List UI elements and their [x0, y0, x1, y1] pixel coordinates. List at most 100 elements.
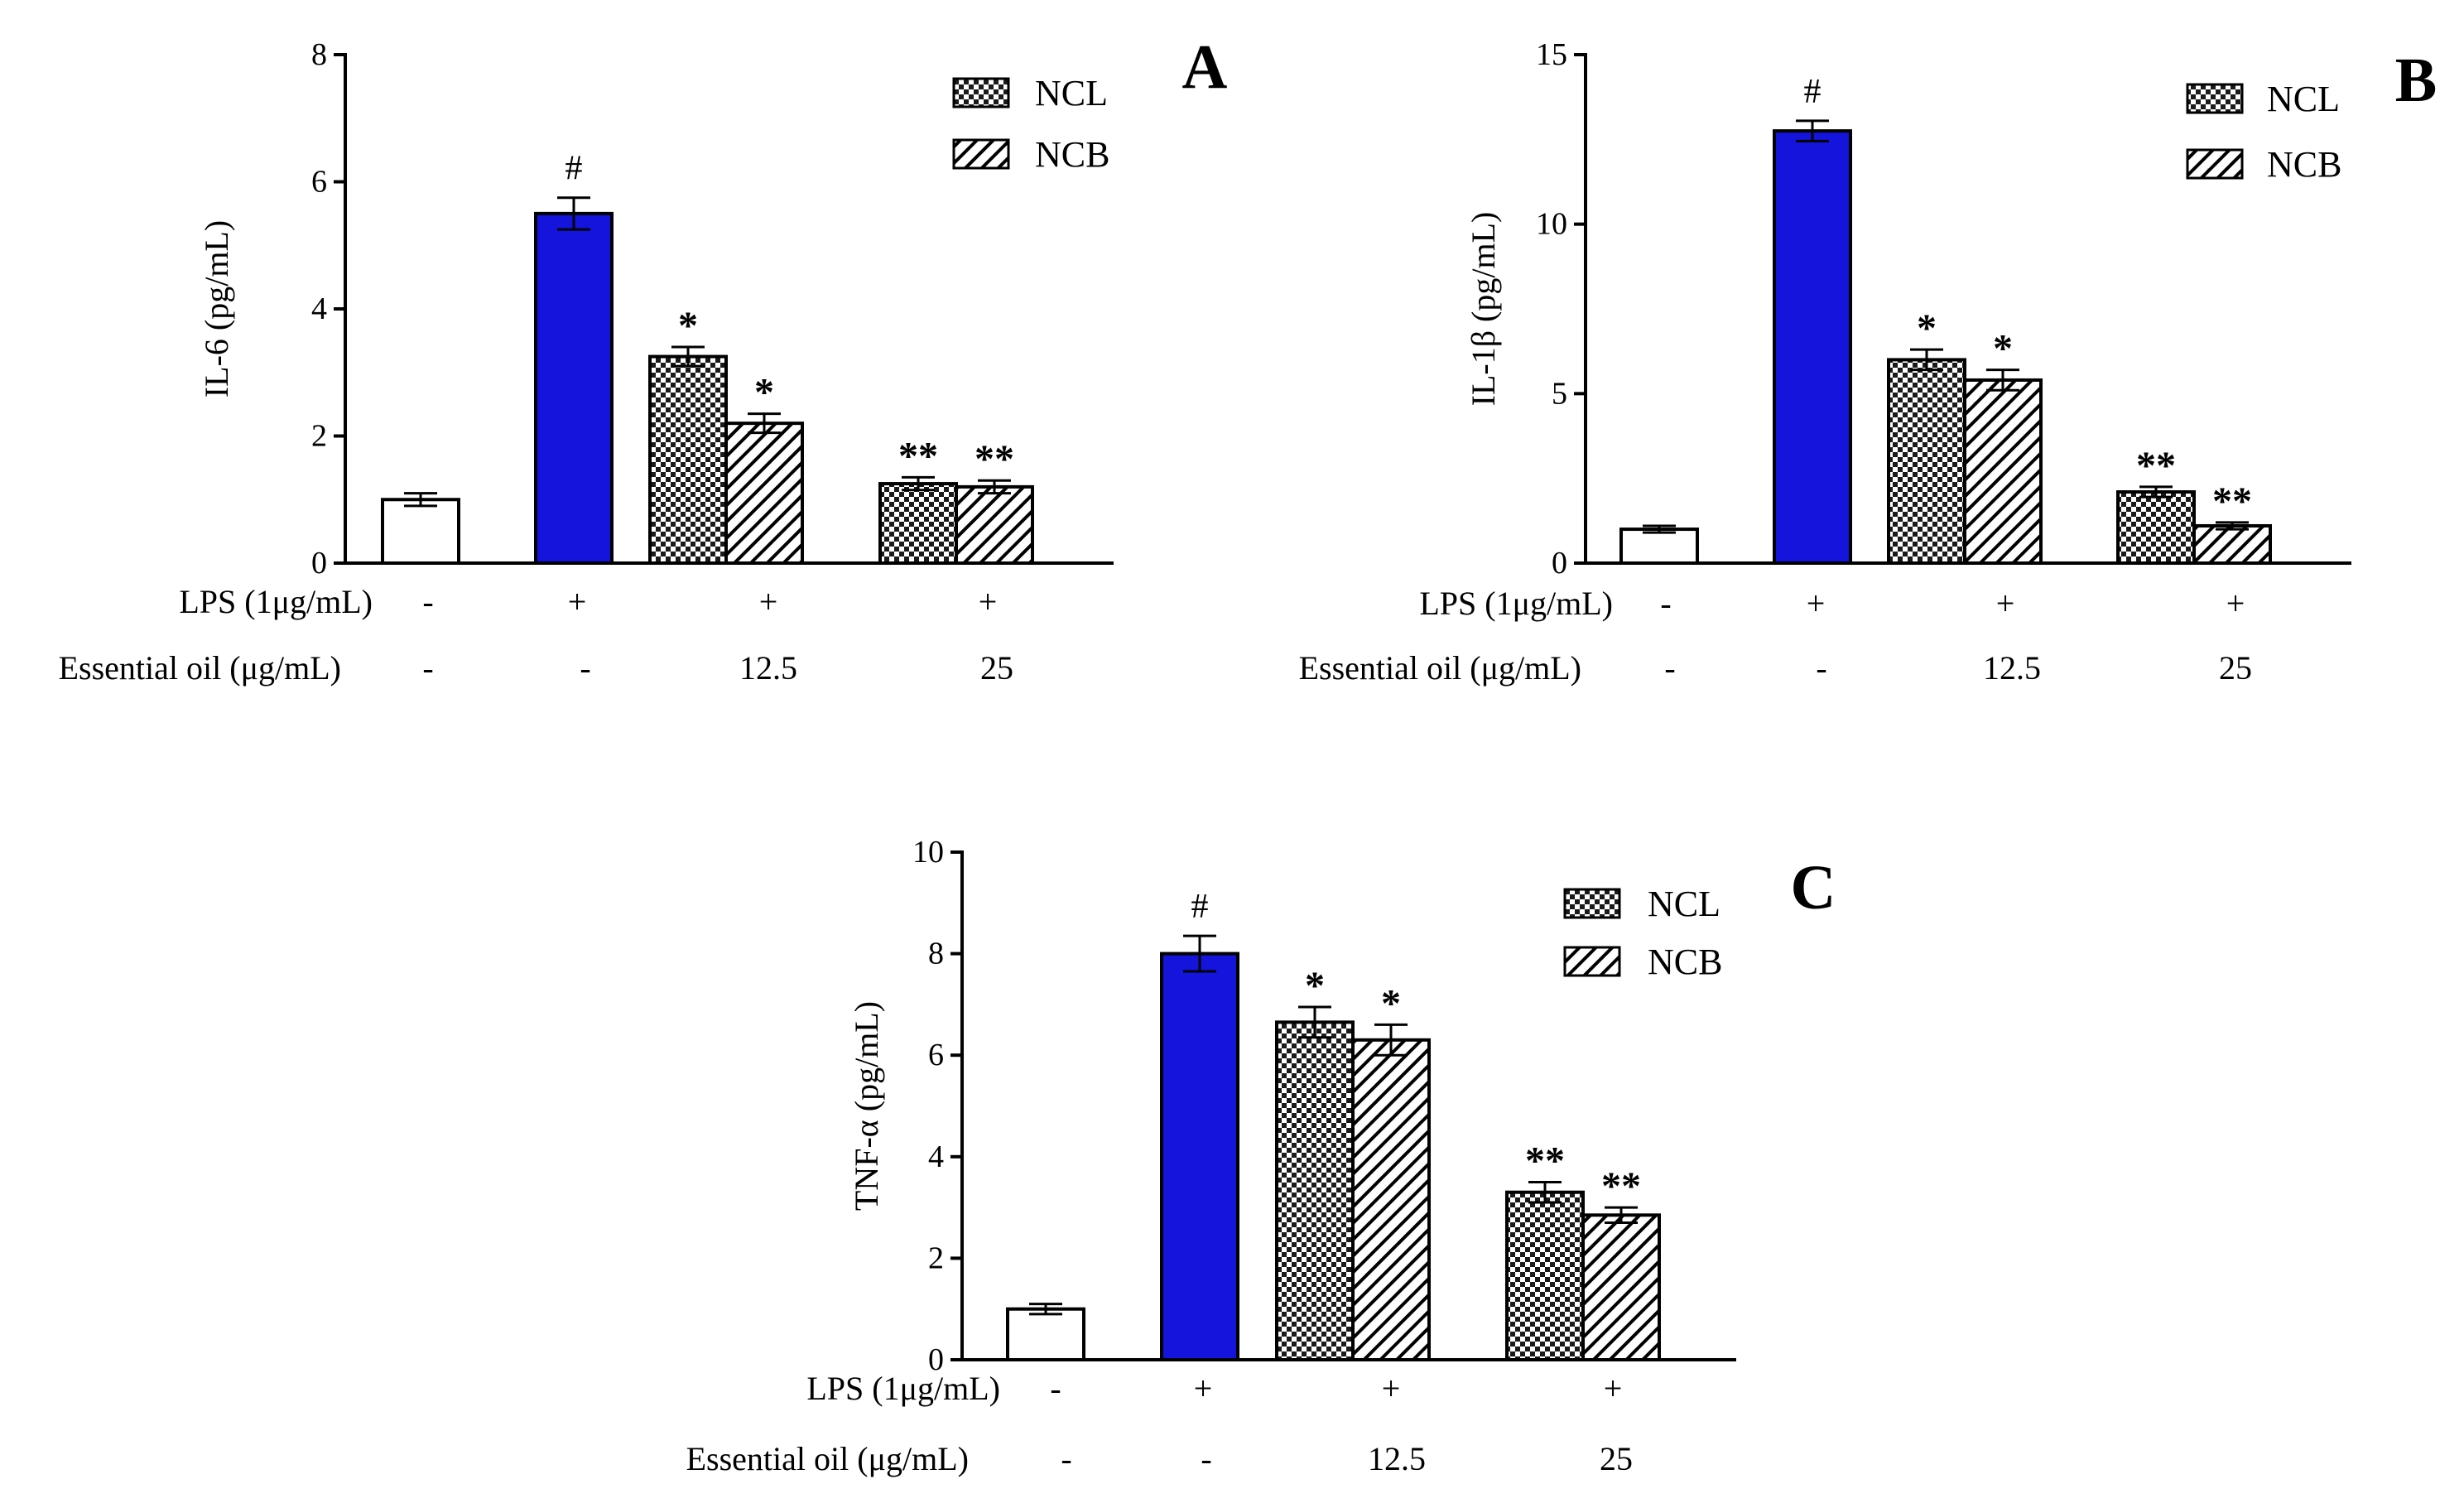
significance-star: **	[2136, 444, 2176, 488]
y-tick-label: 0	[311, 546, 327, 581]
significance-hash: #	[1191, 888, 1209, 926]
panel-letter: A	[1182, 32, 1228, 102]
bar-lps	[1773, 129, 1852, 566]
lps-value: +	[1807, 585, 1826, 622]
lps-value: +	[1996, 585, 2015, 622]
y-tick-label: 5	[1552, 376, 1567, 411]
legend-label-ncl: NCL	[1648, 884, 1720, 924]
lps-value: -	[1050, 1370, 1061, 1407]
bar-ncl	[878, 482, 958, 565]
bar-lps	[534, 211, 614, 565]
significance-star: **	[1525, 1139, 1565, 1183]
y-tick-label: 2	[311, 419, 327, 454]
bar-ncb	[1351, 1038, 1431, 1362]
oil-value: -	[1816, 649, 1826, 687]
legend-label-ncb: NCB	[2267, 144, 2341, 185]
legend-swatch-ncb	[1563, 946, 1621, 977]
legend: NCL NCB	[1563, 884, 1722, 982]
bar-ncl	[1275, 1020, 1355, 1361]
panel-letter: B	[2395, 46, 2438, 115]
significance-star: **	[975, 437, 1014, 481]
significance-star: *	[678, 304, 698, 348]
oil-value: -	[1061, 1440, 1071, 1477]
legend: NCL NCB	[952, 73, 1109, 175]
oil-value: 25	[980, 649, 1013, 687]
significance-star: **	[898, 434, 938, 478]
legend: NCL NCB	[2186, 79, 2341, 185]
lps-row-label: LPS (1μg/mL)	[1419, 585, 1613, 622]
y-tick-label: 2	[928, 1241, 944, 1275]
bar-control	[1006, 1307, 1085, 1361]
bar-ncl	[1887, 358, 1966, 565]
bar-ncb	[1581, 1213, 1661, 1362]
bar-ncb	[955, 484, 1034, 566]
legend-label-ncl: NCL	[2267, 79, 2340, 119]
legend-swatch-ncb	[952, 138, 1010, 170]
lps-value: -	[422, 583, 433, 620]
y-tick-label: 15	[1536, 37, 1567, 72]
y-axis-label: IL-6 (pg/mL)	[198, 220, 235, 397]
significance-star: *	[1993, 327, 2013, 371]
bar-lps	[1160, 952, 1239, 1361]
significance-star: *	[1305, 964, 1325, 1008]
oil-value: 12.5	[1983, 649, 2041, 687]
y-tick-label: 8	[928, 937, 944, 971]
lps-row-label: LPS (1μg/mL)	[179, 583, 373, 620]
oil-value: -	[580, 649, 590, 687]
significance-star: **	[2212, 479, 2252, 523]
lps-value: +	[1194, 1370, 1213, 1407]
lps-value: -	[1660, 585, 1671, 622]
y-tick-label: 6	[311, 165, 327, 200]
legend-label-ncb: NCB	[1035, 134, 1109, 175]
oil-value: -	[1201, 1440, 1211, 1477]
lps-row-label: LPS (1μg/mL)	[806, 1370, 1000, 1407]
oil-value: 12.5	[1368, 1440, 1426, 1477]
y-tick-label: 8	[311, 37, 327, 72]
oil-value: -	[1664, 649, 1675, 687]
bar-ncb	[724, 422, 804, 565]
lps-value: +	[759, 583, 778, 620]
lps-value: +	[1382, 1370, 1401, 1407]
y-axis-label: IL-1β (pg/mL)	[1465, 212, 1502, 407]
oil-row-label: Essential oil (μg/mL)	[686, 1440, 969, 1477]
legend-label-ncb: NCB	[1648, 942, 1722, 982]
oil-value: 25	[1600, 1440, 1633, 1477]
y-tick-label: 4	[928, 1139, 944, 1174]
legend-swatch-ncl	[2186, 83, 2244, 114]
legend-swatch-ncl	[1563, 888, 1621, 919]
significance-hash: #	[1804, 73, 1822, 111]
significance-hash: #	[565, 150, 583, 188]
significance-star: *	[1917, 306, 1937, 350]
oil-value: 12.5	[739, 649, 797, 687]
oil-value: -	[422, 649, 433, 687]
bar-control	[1619, 528, 1699, 565]
significance-star: **	[1601, 1164, 1641, 1208]
panel-letter: C	[1791, 853, 1836, 923]
oil-value: 25	[2219, 649, 2252, 687]
oil-row-label: Essential oil (μg/mL)	[1299, 649, 1581, 687]
y-tick-label: 0	[1552, 546, 1567, 581]
bar-control	[381, 498, 460, 565]
legend-swatch-ncl	[952, 77, 1010, 108]
significance-star: *	[754, 371, 774, 415]
lps-value: +	[979, 583, 998, 620]
y-tick-label: 0	[928, 1342, 944, 1377]
y-tick-label: 4	[311, 291, 327, 326]
lps-value: +	[2226, 585, 2245, 622]
bar-ncl	[1505, 1190, 1585, 1361]
bar-ncl	[2116, 490, 2196, 565]
y-tick-label: 10	[912, 835, 944, 870]
legend-label-ncl: NCL	[1035, 73, 1108, 113]
bar-ncb	[1963, 378, 2043, 565]
oil-row-label: Essential oil (μg/mL)	[59, 649, 341, 687]
significance-star: *	[1381, 981, 1401, 1025]
bar-ncl	[648, 354, 728, 565]
y-tick-label: 10	[1536, 207, 1567, 242]
lps-value: +	[568, 583, 587, 620]
legend-swatch-ncb	[2186, 148, 2244, 180]
y-axis-label: TNF-α (pg/mL)	[848, 1001, 885, 1211]
